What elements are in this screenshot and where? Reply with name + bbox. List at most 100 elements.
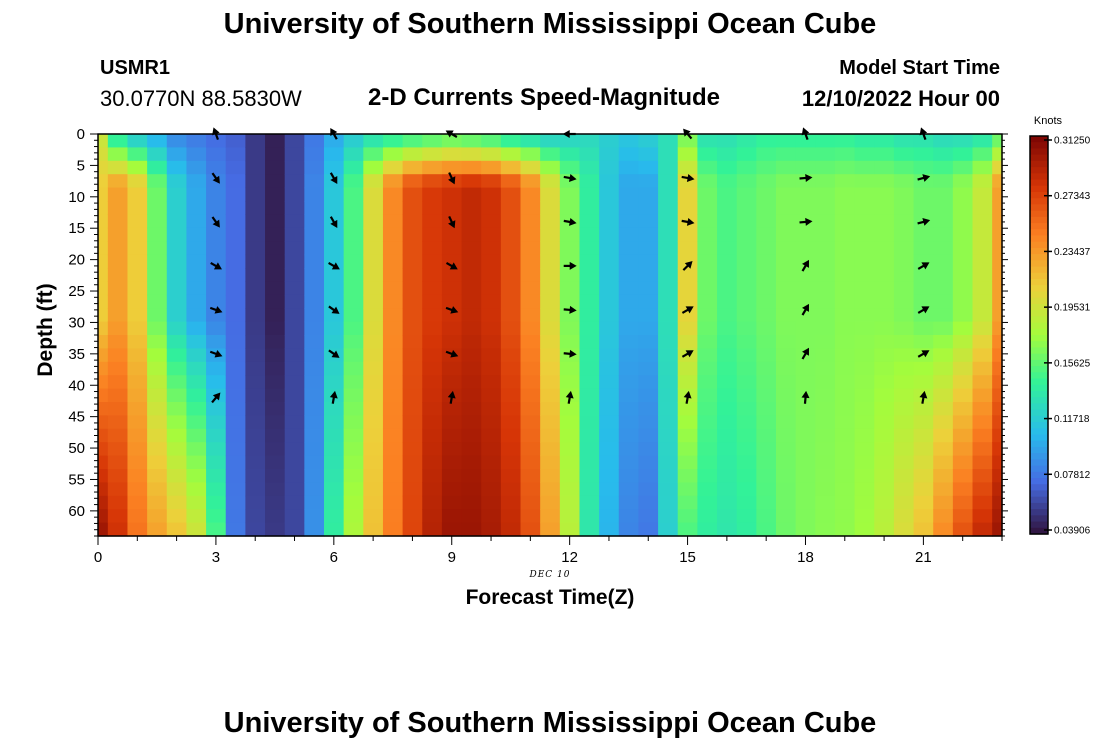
heatmap-cell [992,160,1003,175]
heatmap-cell [441,402,463,416]
heatmap-cell [854,201,875,215]
heatmap-cell [972,281,993,296]
heatmap-cell [98,361,109,376]
heatmap-cell [324,455,345,470]
heatmap-cell [363,308,384,323]
heatmap-cell [677,187,698,202]
colorbar-swatch [1030,440,1048,448]
heatmap-cell [245,187,266,202]
heatmap-cell [441,294,463,309]
heatmap-cell [658,455,679,470]
colorbar-swatch [1030,471,1048,479]
heatmap-cell [756,469,777,483]
heatmap-cell [520,388,541,403]
current-vector-arrow [801,259,809,272]
heatmap-cell [422,134,443,148]
heatmap-cell [933,509,954,524]
heatmap-cell [795,147,816,162]
heatmap-cell [854,321,875,336]
heatmap-cell [245,375,266,390]
heatmap-cell [422,442,443,457]
heatmap-cell [658,147,679,162]
heatmap-cell [186,482,207,497]
heatmap-cell [304,361,325,376]
heatmap-cell [834,442,856,457]
heatmap-cell [343,375,364,390]
heatmap-cell [186,268,207,282]
heatmap-cell [854,428,875,443]
heatmap-cell [245,160,266,175]
heatmap-cell [618,254,640,269]
heatmap-cell [992,201,1003,215]
heatmap-cell [166,455,188,470]
heatmap-cell [736,388,757,403]
heatmap-cell [107,281,129,296]
heatmap-cell [834,361,856,376]
heatmap-cell [972,335,993,349]
heatmap-cell [186,294,207,309]
heatmap-cell [854,348,875,363]
heatmap-cell [186,160,207,175]
heatmap-cell [972,227,993,242]
heatmap-cell [638,361,659,376]
heatmap-cell [245,469,266,483]
heatmap-cell [284,134,305,148]
heatmap-cell [815,428,836,443]
current-vector-arrow [919,390,928,404]
heatmap-cell [854,160,875,175]
heatmap-cell [599,321,620,336]
heatmap-cell [913,361,934,376]
heatmap-cell [933,187,954,202]
heatmap-cell [834,428,856,443]
heatmap-cell [225,402,246,416]
heatmap-cell [579,187,600,202]
heatmap-cell [343,241,364,256]
heatmap-cell [815,134,836,148]
heatmap-cell [107,455,129,470]
heatmap-cell [481,281,502,296]
heatmap-cell [874,509,895,524]
heatmap-cell [599,522,620,537]
heatmap-cell [500,495,522,510]
heatmap-cell [245,402,266,416]
heatmap-cell [599,160,620,175]
colorbar-swatch [1030,502,1048,510]
heatmap-cell [225,415,246,430]
heatmap-cell [677,147,698,162]
heatmap-cell [952,281,974,296]
heatmap-cell [422,254,443,269]
heatmap-cell [874,375,895,390]
heatmap-cell [481,388,502,403]
heatmap-cell [186,361,207,376]
heatmap-cell [638,187,659,202]
heatmap-cell [186,495,207,510]
heatmap-cell [304,321,325,336]
colorbar-swatch [1030,142,1048,150]
heatmap-cell [127,227,148,242]
heatmap-cell [343,348,364,363]
heatmap-cell [98,294,109,309]
heatmap-cell [893,375,915,390]
heatmap-cell [441,455,463,470]
colorbar-swatch [1030,266,1048,274]
heatmap-cell [481,201,502,215]
heatmap-cell [540,227,561,242]
heatmap-cell [677,335,698,349]
heatmap-cell [382,187,404,202]
heatmap-cell [815,147,836,162]
current-vector-arrow [448,215,456,229]
heatmap-cell [500,482,522,497]
heatmap-cell [166,495,188,510]
x-tick-label: 3 [212,549,220,566]
heatmap-cell [776,160,797,175]
heatmap-cell [559,522,581,537]
heatmap-cell [776,254,797,269]
heatmap-cell [382,268,404,282]
heatmap-cell [874,201,895,215]
colorbar-swatch [1030,515,1048,523]
heatmap-cell [658,134,679,148]
heatmap-cell [147,388,168,403]
heatmap-cell [402,348,423,363]
colorbar-swatch [1030,254,1048,261]
heatmap-cell [874,482,895,497]
